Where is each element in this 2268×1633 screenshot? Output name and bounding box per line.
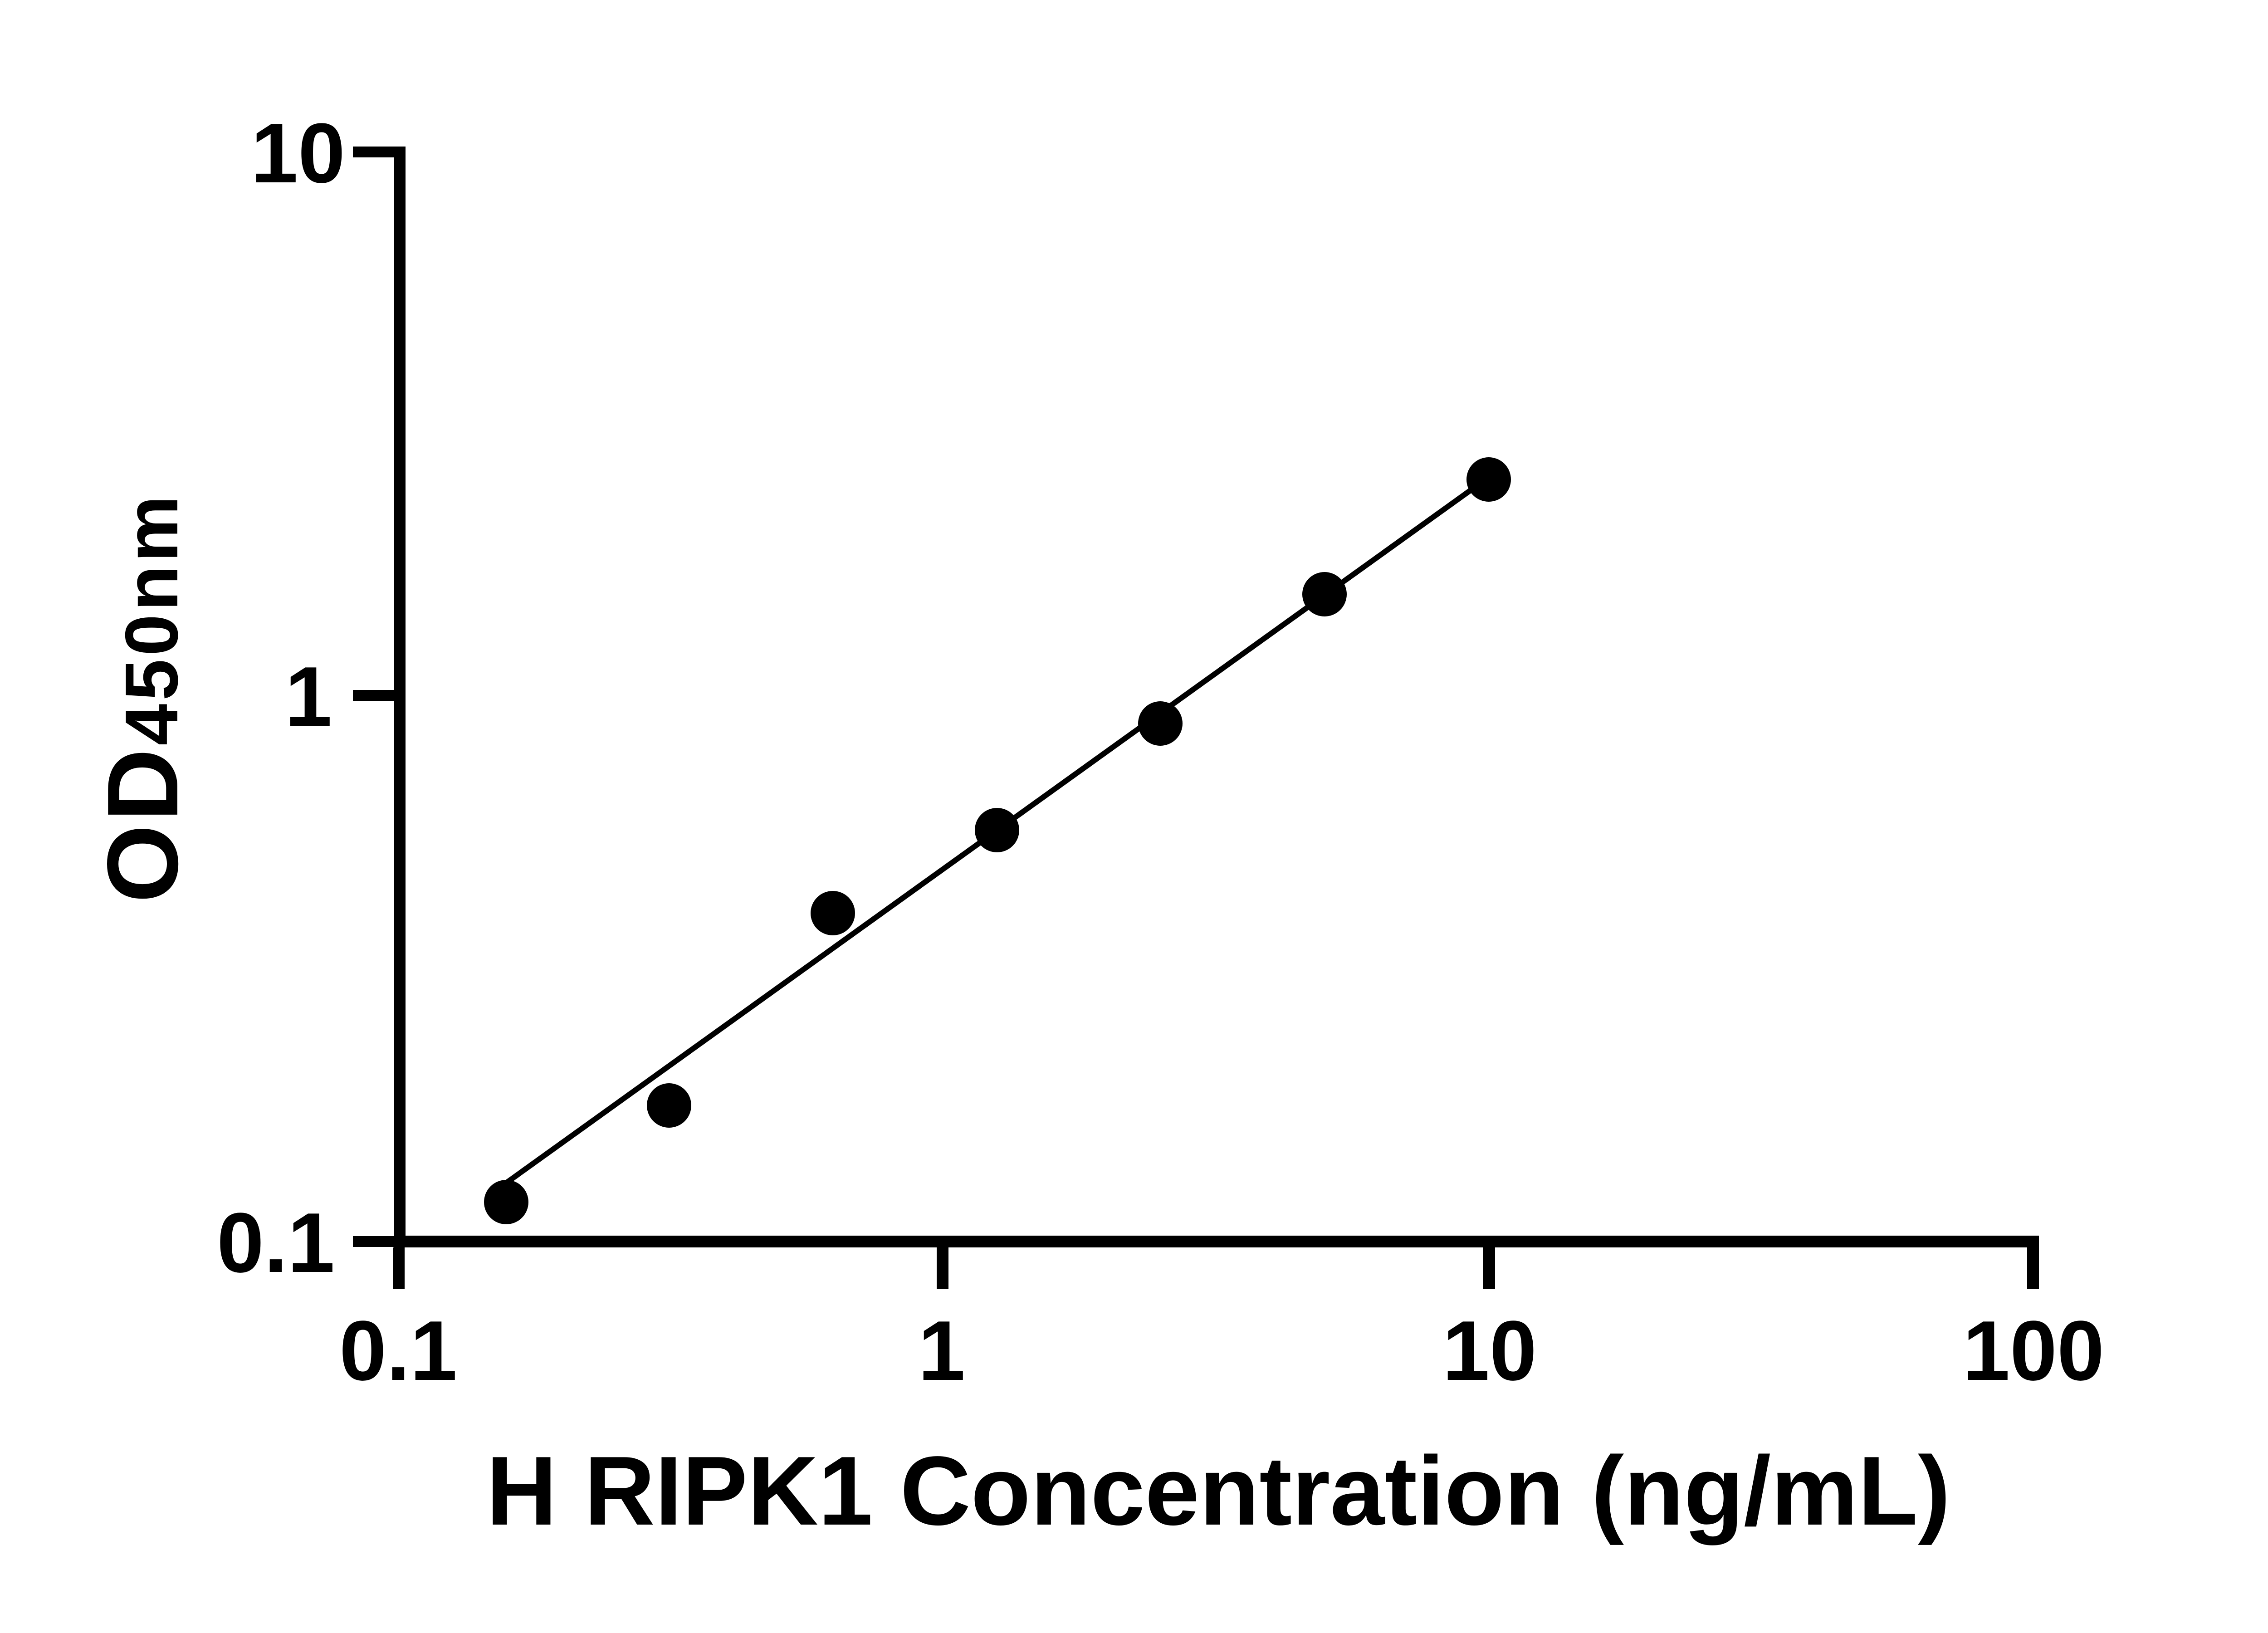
svg-text:10: 10 — [1442, 1303, 1537, 1398]
svg-text:100: 100 — [1963, 1303, 2104, 1398]
svg-text:0.1: 0.1 — [339, 1303, 457, 1398]
svg-text:1: 1 — [918, 1303, 965, 1398]
svg-text:10: 10 — [251, 106, 345, 200]
svg-text:1: 1 — [285, 649, 332, 744]
svg-text:0.1: 0.1 — [217, 1195, 335, 1290]
svg-text:H RIPK1 Concentration (ng/mL): H RIPK1 Concentration (ng/mL) — [486, 1436, 1950, 1545]
